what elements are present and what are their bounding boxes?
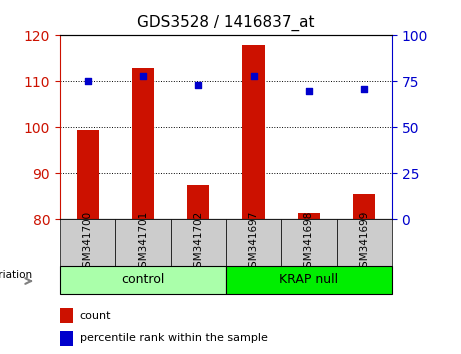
FancyBboxPatch shape	[226, 219, 281, 266]
Text: GSM341702: GSM341702	[193, 211, 203, 274]
Text: count: count	[80, 311, 112, 321]
Bar	[187, 185, 209, 219]
FancyBboxPatch shape	[60, 266, 226, 294]
Bar	[242, 45, 265, 219]
Text: GSM341699: GSM341699	[359, 211, 369, 274]
FancyBboxPatch shape	[337, 219, 392, 266]
Text: GSM341701: GSM341701	[138, 211, 148, 274]
Bar	[132, 68, 154, 219]
Text: KRAP null: KRAP null	[279, 273, 338, 286]
FancyBboxPatch shape	[171, 219, 226, 266]
Text: GSM341697: GSM341697	[248, 211, 259, 274]
FancyBboxPatch shape	[60, 219, 115, 266]
Title: GDS3528 / 1416837_at: GDS3528 / 1416837_at	[137, 15, 315, 31]
Point	[250, 73, 257, 79]
Text: GSM341700: GSM341700	[83, 211, 93, 274]
Bar	[60, 331, 73, 346]
Point	[361, 86, 368, 92]
Bar	[353, 194, 375, 219]
Text: percentile rank within the sample: percentile rank within the sample	[80, 333, 268, 343]
Bar	[60, 308, 73, 323]
Point	[139, 73, 147, 79]
FancyBboxPatch shape	[115, 219, 171, 266]
Text: GSM341698: GSM341698	[304, 211, 314, 274]
FancyBboxPatch shape	[281, 219, 337, 266]
FancyBboxPatch shape	[226, 266, 392, 294]
Point	[305, 88, 313, 93]
Point	[195, 82, 202, 88]
Bar	[77, 130, 99, 219]
Text: genotype/variation: genotype/variation	[0, 270, 33, 280]
Bar	[298, 212, 320, 219]
Text: control: control	[121, 273, 165, 286]
Point	[84, 79, 91, 84]
